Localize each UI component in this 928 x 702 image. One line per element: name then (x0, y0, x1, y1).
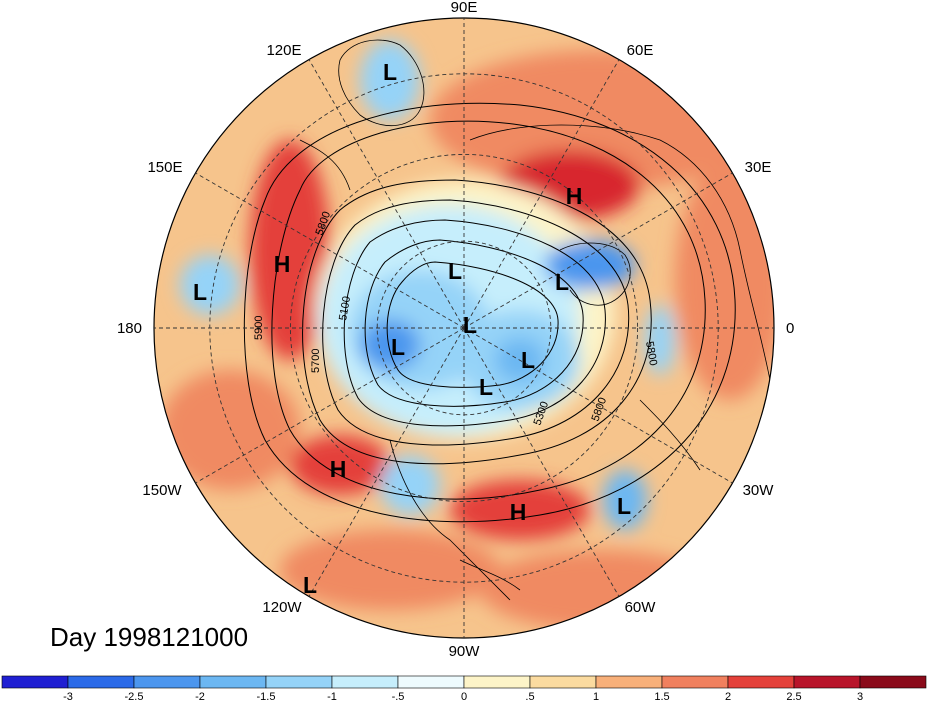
colorbar-tick-label: -2.5 (125, 691, 144, 702)
low-scandinavia-label: L (555, 269, 569, 295)
coastlines (299, 39, 771, 601)
colorbar: -3 -2.5 -2 -1.5 -1 -.5 0 .5 1 1.5 2 2.5 3 (1, 675, 927, 702)
low-west-pacific-label: L (193, 279, 207, 305)
colorbar-swatch (1, 675, 69, 689)
meridian-line (308, 327, 465, 597)
lon-label-180: 180 (117, 320, 142, 337)
colorbar-tick-label: 3 (857, 691, 863, 702)
lon-label-30w: 30W (743, 482, 775, 499)
colorbar-tick-label: -3 (63, 691, 73, 702)
colorbar-swatch (595, 675, 663, 689)
low-polar-3-label: L (391, 334, 405, 360)
colorbar-tick-label: -1 (327, 691, 337, 702)
meridian-line (195, 172, 465, 329)
low-baffin-label: L (521, 347, 535, 373)
colorbar-swatch (859, 675, 927, 689)
day-title: Day 1998121000 (50, 622, 248, 652)
colorbar-tick-label: 2.5 (786, 691, 801, 702)
colorbar-swatch (661, 675, 729, 689)
colorbar-swatch (727, 675, 795, 689)
high-caspian-label: H (566, 183, 583, 209)
colorbar-swatch (331, 675, 399, 689)
contour-label-5100: 5100 (337, 295, 353, 321)
colorbar-swatch (397, 675, 465, 689)
low-east-siberia-label: L (383, 59, 397, 85)
colorbar-swatch (67, 675, 135, 689)
lon-label-60w: 60W (625, 599, 657, 616)
lon-label-60e: 60E (627, 42, 654, 59)
low-polar-1-label: L (448, 258, 462, 284)
meridian-line (463, 59, 620, 329)
low-east-pacific-label: L (303, 572, 317, 598)
colorbar-tick-label: 2 (725, 691, 731, 702)
longitude-labels: 90E 60E 30E 0 30W 60W 90W 120W 150W 180 … (117, 0, 794, 660)
lon-label-150w: 150W (142, 482, 182, 499)
contour-labels: 5800 5900 5100 5700 5300 5800 5800 (253, 210, 659, 427)
colorbar-tick-label: .5 (525, 691, 534, 702)
meridian-line (463, 172, 733, 329)
lon-label-120e: 120E (266, 42, 301, 59)
lon-label-90e: 90E (451, 0, 478, 16)
lon-label-90w: 90W (449, 643, 481, 660)
contour-label-5800-atlantic: 5800 (643, 340, 659, 366)
high-west-atlantic-label: H (510, 499, 527, 525)
colorbar-tick-label: 1 (593, 691, 599, 702)
colorbar-tick-label: 1.5 (654, 691, 669, 702)
graticule (154, 18, 774, 638)
meridian-line (463, 327, 620, 597)
colorbar-swatch (529, 675, 597, 689)
colorbar-swatch (133, 675, 201, 689)
pressure-centers: L H L H L L L L L L H H L L (193, 59, 631, 598)
lon-label-30e: 30E (745, 159, 772, 176)
lon-label-120w: 120W (262, 599, 302, 616)
colorbar-tick-label: -2 (195, 691, 205, 702)
colorbar-swatch (199, 675, 267, 689)
lon-label-0: 0 (786, 320, 794, 337)
contour-label-5900: 5900 (253, 316, 265, 340)
low-labrador-label: L (479, 374, 493, 400)
latitude-circle (289, 153, 639, 503)
high-northeast-pacific-label: H (330, 456, 347, 482)
meridian-line (308, 59, 465, 329)
colorbar-tick-label: 0 (461, 691, 467, 702)
colorbar-swatch (265, 675, 333, 689)
low-mid-atlantic-label: L (617, 493, 631, 519)
latitude-circle (376, 240, 552, 416)
colorbar-swatch (793, 675, 861, 689)
lon-label-150e: 150E (147, 159, 182, 176)
meridian-line (463, 327, 733, 484)
contour-label-5700: 5700 (310, 349, 322, 373)
latitude-circle (209, 73, 719, 583)
low-polar-2-label: L (463, 312, 477, 338)
meridian-line (195, 327, 465, 484)
colorbar-tick-label: -.5 (392, 691, 405, 702)
high-east-asia-label: H (274, 251, 291, 277)
colorbar-tick-label: -1.5 (257, 691, 276, 702)
anomaly-shading (154, 18, 774, 638)
colorbar-swatch (463, 675, 531, 689)
